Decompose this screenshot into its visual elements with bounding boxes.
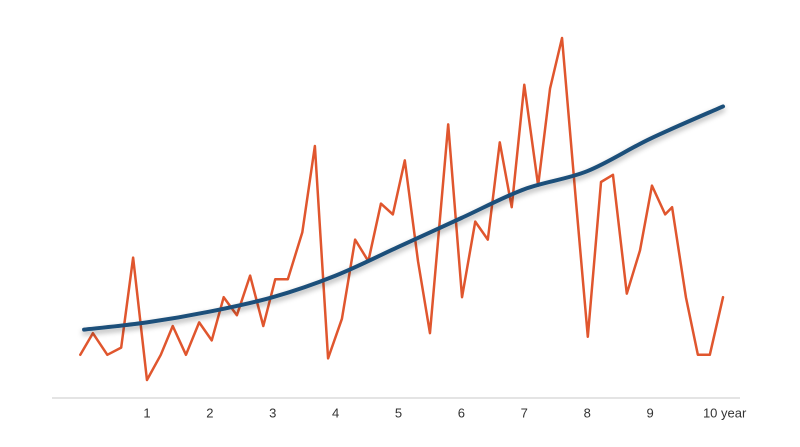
x-tick-label: 1: [143, 405, 150, 420]
x-tick-label: 2: [206, 405, 213, 420]
x-tick-label: 5: [395, 405, 402, 420]
data-line: [79, 36, 725, 382]
x-tick-label: 3: [269, 405, 276, 420]
x-tick-label: 9: [646, 405, 653, 420]
data-line: [82, 104, 726, 332]
x-tick-label: 8: [584, 405, 591, 420]
x-tick-label: 6: [458, 405, 465, 420]
x-tick-label: 10 year: [703, 405, 747, 420]
x-tick-label: 7: [521, 405, 528, 420]
x-tick-label: 4: [332, 405, 339, 420]
